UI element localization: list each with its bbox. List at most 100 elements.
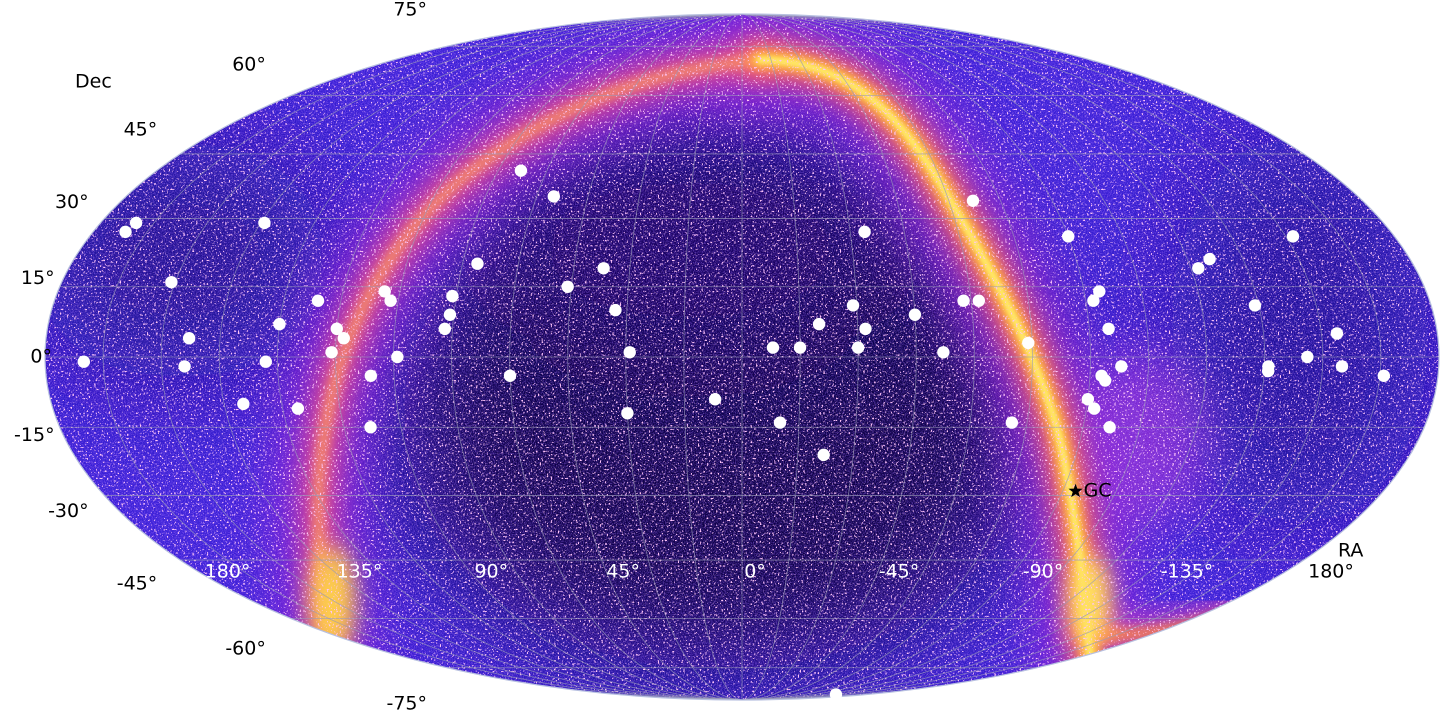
source-point	[793, 341, 807, 354]
sources	[77, 164, 1391, 701]
grid-line	[509, 13, 743, 701]
y-tick-label: 60°	[232, 54, 266, 76]
grid-line	[218, 13, 743, 701]
source-point	[1103, 421, 1116, 434]
source-point	[609, 303, 622, 317]
grid-line	[160, 13, 743, 701]
source-point	[1248, 299, 1262, 312]
x-tick-label: 180°	[1308, 561, 1354, 583]
source-point	[325, 346, 338, 359]
source-point	[817, 448, 830, 462]
grid-line	[102, 13, 743, 701]
grid-line	[276, 13, 743, 701]
grid-line	[741, 13, 1033, 701]
source-point	[1093, 285, 1106, 298]
source-point	[846, 299, 860, 312]
source-point	[708, 393, 722, 406]
grid-line	[741, 13, 1149, 701]
y-tick-label: -15°	[14, 424, 55, 446]
grid-line	[741, 13, 1208, 701]
source-point	[391, 350, 404, 364]
source-point	[621, 407, 634, 420]
source-point	[514, 164, 528, 177]
grid-line	[741, 13, 859, 701]
source-point	[1022, 336, 1035, 350]
y-tick-label: -60°	[225, 637, 266, 659]
x-tick-label: 90°	[474, 561, 508, 583]
x-axis-label: RA	[1338, 540, 1363, 562]
source-point	[1081, 393, 1095, 406]
x-tick-label: -45°	[879, 561, 920, 583]
source-point	[1087, 402, 1101, 415]
sky-border	[44, 13, 1440, 701]
source-point	[972, 294, 986, 307]
source-point	[178, 360, 191, 373]
grid-line	[741, 13, 975, 701]
source-point	[851, 341, 865, 354]
source-point	[1203, 252, 1216, 266]
source-point	[337, 331, 350, 345]
source-point	[1286, 230, 1300, 243]
annotation-label: GC	[1084, 480, 1112, 502]
labels: Dec RA 75° 60° 45° 30° 15° 0° -15° -30° -45° -60°…	[14, 0, 1363, 710]
source-point	[812, 317, 826, 331]
source-point	[182, 331, 196, 345]
source-point	[503, 369, 517, 383]
source-point	[1330, 327, 1344, 340]
y-tick-label: 30°	[55, 191, 89, 213]
source-point	[937, 346, 950, 359]
grid-line	[741, 13, 917, 701]
y-axis-label: Dec	[75, 71, 112, 93]
source-point	[471, 257, 484, 270]
grid-line	[741, 13, 801, 701]
source-point	[1102, 322, 1115, 336]
x-tick-label: 180°	[205, 561, 251, 583]
source-point	[77, 355, 90, 368]
y-tick-label: -75°	[386, 693, 427, 710]
source-point	[561, 280, 574, 293]
source-point	[766, 341, 780, 354]
y-tick-label: 75°	[393, 0, 427, 20]
source-point	[237, 397, 250, 411]
source-point	[908, 308, 922, 321]
source-point	[957, 294, 970, 307]
source-point	[1335, 360, 1349, 373]
grid-line	[683, 13, 743, 701]
source-point	[364, 421, 377, 434]
y-tick-label: 45°	[124, 119, 158, 141]
source-point	[1261, 364, 1275, 378]
source-point	[1301, 350, 1314, 364]
source-point	[1062, 230, 1075, 243]
y-tick-label: 15°	[21, 267, 55, 289]
source-point	[966, 194, 980, 207]
x-tick-label: -90°	[1023, 561, 1064, 583]
source-point	[273, 317, 286, 331]
grid-line	[741, 13, 1091, 701]
source-point	[1087, 294, 1100, 307]
source-point	[378, 285, 391, 298]
source-point	[1377, 369, 1391, 383]
source-point	[547, 190, 561, 203]
x-tick-label: 45°	[606, 561, 640, 583]
annotation-marker	[1068, 483, 1083, 498]
y-tick-label: -30°	[48, 500, 89, 522]
source-point	[119, 225, 132, 239]
source-point	[597, 262, 610, 275]
source-point	[258, 216, 271, 230]
source-point	[129, 216, 143, 230]
source-point	[446, 289, 459, 303]
source-point	[438, 322, 452, 336]
source-point	[165, 275, 178, 289]
source-point	[1192, 262, 1205, 275]
grid-line	[567, 13, 743, 701]
source-point	[1005, 416, 1019, 429]
source-point	[364, 369, 378, 383]
grid-line	[451, 13, 743, 701]
source-point	[773, 416, 787, 429]
source-point	[259, 355, 272, 368]
source-point	[858, 225, 871, 239]
source-point	[1115, 360, 1128, 373]
